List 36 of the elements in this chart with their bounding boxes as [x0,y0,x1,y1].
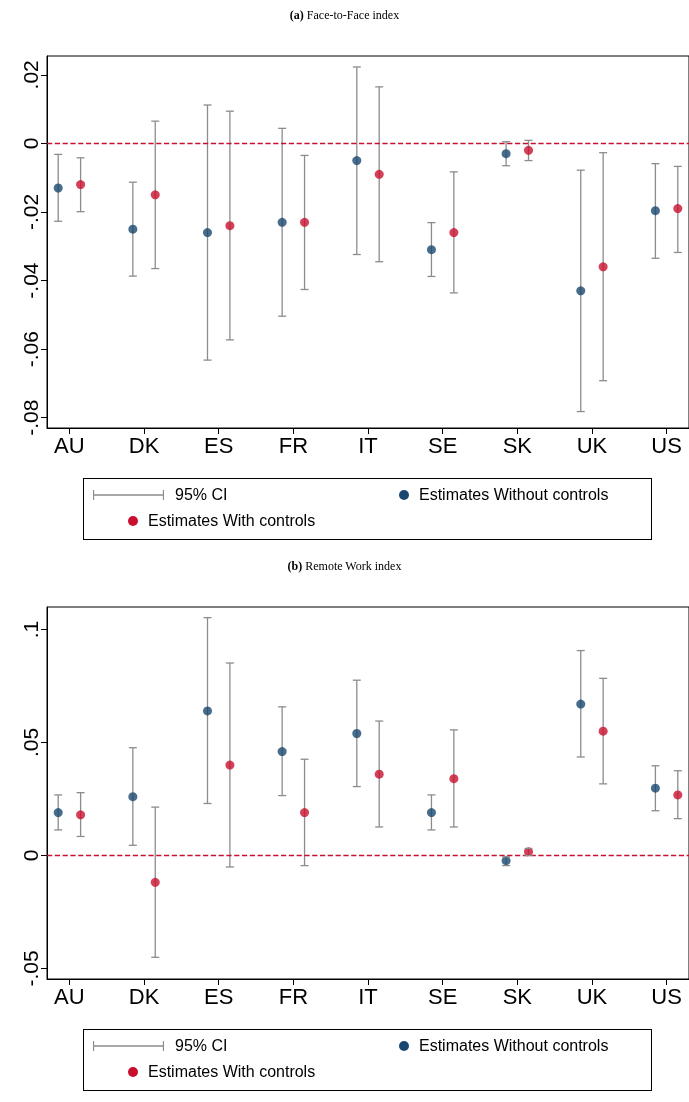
x-tick-label: FR [278,983,309,1009]
y-tick-label: -.02 [19,193,42,231]
y-tick-label: .1 [19,620,42,639]
y-tick-label: -.08 [19,399,42,436]
legend-label: Estimates Without controls [419,485,609,505]
x-tick-label: UK [576,983,608,1009]
y-tick-label: .02 [19,60,42,90]
x-tick-label: US [651,983,682,1009]
x-tick-label: SK [502,983,533,1009]
x-tick-label: DK [128,432,160,458]
y-tick-label: -.04 [19,262,42,299]
y-tick-label: .05 [19,727,42,758]
x-tick-label: UK [576,432,608,458]
legend-label: Estimates With controls [148,1062,316,1082]
x-tick-label: SE [427,432,458,458]
x-tick-label: AU [54,983,85,1009]
legend-label: Estimates With controls [148,511,316,531]
chart-title: (a) Face-to-Face index [289,8,400,22]
x-tick-label: SE [427,983,458,1009]
text: 95% CI [175,485,228,505]
text: 95% CI [175,1036,228,1056]
x-tick-label: IT [358,432,378,458]
legend-label: Estimates Without controls [419,1036,609,1056]
y-tick-label: 0 [19,849,42,862]
x-tick-label: AU [54,432,85,458]
y-tick-label: 0 [19,137,42,150]
y-tick-label: -.05 [19,950,42,987]
y-tick-label: -.06 [19,331,42,368]
chart-title: (b) Remote Work index [287,559,402,573]
x-tick-label: ES [204,983,234,1009]
x-tick-label: IT [358,983,378,1009]
x-tick-label: US [651,432,682,458]
x-tick-label: FR [278,432,309,458]
x-tick-label: SK [502,432,533,458]
x-tick-label: ES [204,432,234,458]
x-tick-label: DK [128,983,160,1009]
